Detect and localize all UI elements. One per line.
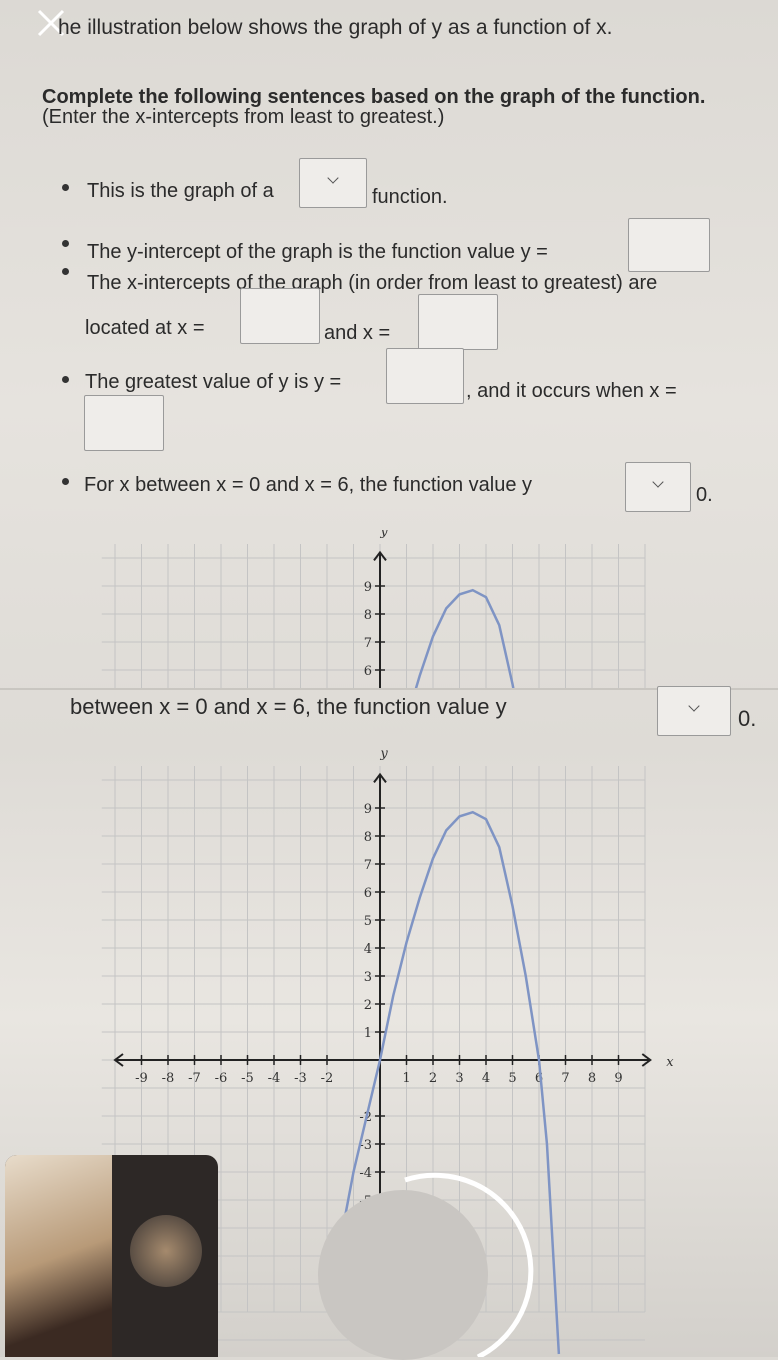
s3-located: located at x = — [85, 317, 205, 339]
x-tick-label: 9 — [614, 1071, 622, 1086]
y-tick-label: 5 — [364, 914, 372, 929]
y-tick-label: 6 — [364, 664, 372, 679]
x-arrow-left — [113, 1053, 124, 1067]
x-axis-label: x — [666, 1055, 674, 1070]
sign-dropdown-repeat[interactable] — [657, 686, 731, 736]
y-tick-label: -4 — [359, 1166, 372, 1181]
x-tick-label: -7 — [188, 1071, 201, 1086]
video-call-thumbnail[interactable] — [5, 1155, 218, 1357]
x-tick-label: 3 — [455, 1071, 463, 1086]
y-arrow — [373, 772, 387, 783]
s5-end-repeat: 0. — [738, 706, 757, 731]
y-tick-label: -3 — [359, 1138, 372, 1153]
camera-feed — [5, 1155, 112, 1357]
avatar — [130, 1215, 202, 1287]
x-tick-label: -8 — [162, 1071, 175, 1086]
y-tick-label: 4 — [364, 942, 372, 957]
bullet — [62, 268, 69, 275]
x-intercept-2-input[interactable] — [418, 294, 498, 350]
x-tick-label: -9 — [135, 1071, 148, 1086]
record-button[interactable] — [318, 1190, 488, 1360]
s4-text: The greatest value of y is y = — [85, 371, 342, 393]
instructions-line2: (Enter the x-intercepts from least to gr… — [42, 106, 445, 128]
y-tick-label: 1 — [364, 1026, 372, 1041]
x-tick-label: -4 — [268, 1071, 281, 1086]
y-tick-label: 6 — [364, 886, 372, 901]
y-tick-label: 9 — [364, 580, 372, 595]
x-tick-label: 4 — [482, 1071, 490, 1086]
sign-dropdown[interactable] — [625, 462, 691, 512]
x-tick-label: 8 — [588, 1071, 596, 1086]
function-curve — [414, 588, 515, 690]
x-tick-label: 6 — [535, 1071, 543, 1086]
y-tick-label: 7 — [364, 636, 372, 651]
s5-end: 0. — [696, 484, 713, 506]
y-tick-label: 3 — [364, 970, 372, 985]
x-tick-label: -3 — [294, 1071, 307, 1086]
s1-text: This is the graph of a — [87, 180, 274, 202]
x-arrow — [641, 1053, 652, 1067]
max-y-input[interactable] — [386, 348, 464, 404]
s2-text: The y-intercept of the graph is the func… — [87, 241, 548, 263]
function-curve — [344, 810, 561, 1355]
s3-and: and x = — [324, 322, 391, 344]
x-intercept-1-input[interactable] — [240, 288, 320, 344]
x-tick-label: 5 — [508, 1071, 516, 1086]
screenshot-seam — [0, 688, 778, 690]
instructions-line1: Complete the following sentences based o… — [42, 86, 706, 108]
y-tick-label: 8 — [364, 608, 372, 623]
y-tick-label: 9 — [364, 802, 372, 817]
y-tick-label: 2 — [364, 998, 372, 1013]
y-arrow — [373, 550, 387, 561]
intro-text: he illustration below shows the graph of… — [58, 16, 613, 39]
x-tick-label: -2 — [321, 1071, 334, 1086]
x-tick-label: 1 — [402, 1071, 410, 1086]
x-tick-label: 2 — [429, 1071, 437, 1086]
bullet — [62, 240, 69, 247]
function-type-dropdown[interactable] — [299, 158, 367, 208]
bullet — [62, 478, 69, 485]
x-close-icon[interactable] — [36, 8, 66, 38]
y-tick-label: 7 — [364, 858, 372, 873]
s1-after: function. — [372, 186, 448, 208]
y-axis-label: y — [379, 530, 388, 540]
s5-text: For x between x = 0 and x = 6, the funct… — [84, 474, 533, 496]
bullet — [62, 376, 69, 383]
s4-mid: , and it occurs when x = — [466, 380, 677, 402]
max-x-input[interactable] — [84, 395, 164, 451]
bullet — [62, 184, 69, 191]
s3-text: The x-intercepts of the graph (in order … — [87, 272, 658, 294]
y-intercept-input[interactable] — [628, 218, 710, 272]
x-tick-label: -5 — [241, 1071, 254, 1086]
y-axis-label: y — [379, 747, 388, 762]
x-tick-label: -6 — [215, 1071, 228, 1086]
s5-text-repeat: between x = 0 and x = 6, the function va… — [70, 694, 507, 719]
graph-preview: -9-8-7-6-5-4-3-2123456789987654321-2-3-4… — [101, 530, 646, 690]
y-tick-label: 8 — [364, 830, 372, 845]
x-tick-label: 7 — [561, 1071, 569, 1086]
